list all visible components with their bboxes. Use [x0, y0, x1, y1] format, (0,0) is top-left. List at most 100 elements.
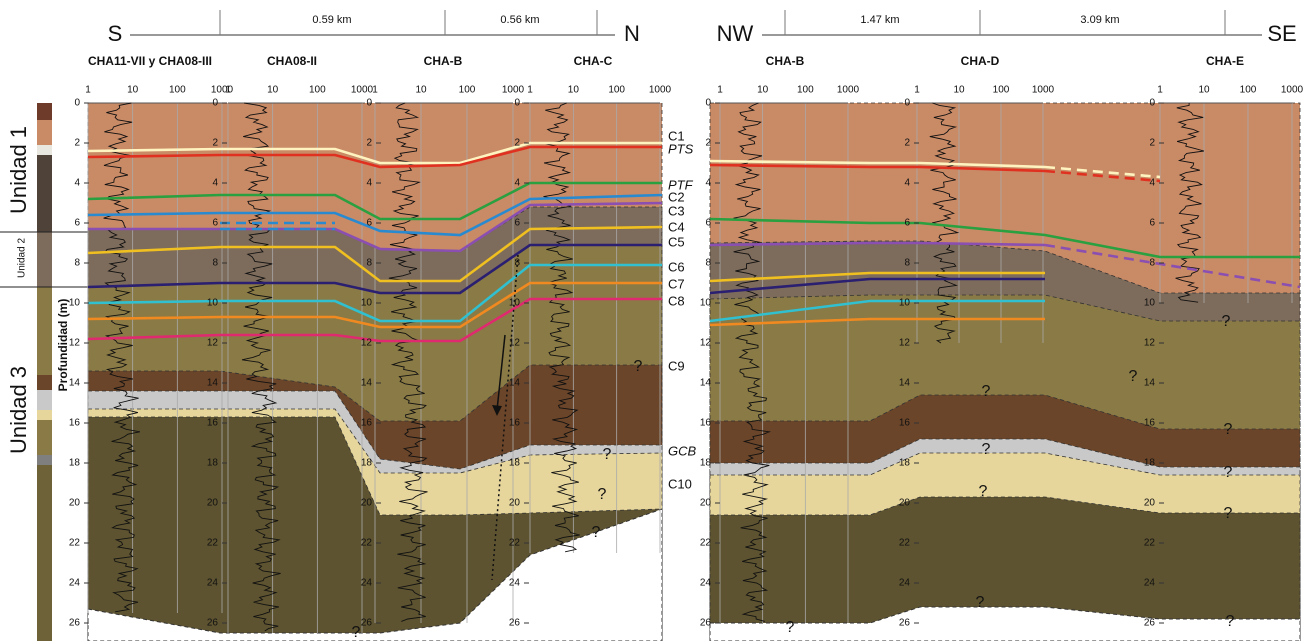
depth-tick-label: 12 [207, 338, 219, 349]
depth-tick-label: 10 [207, 298, 219, 309]
cross-section: 1101001000110100100011010010001101001000… [0, 0, 1305, 641]
depth-tick-label: 22 [1144, 538, 1156, 549]
depth-tick-label: 20 [361, 498, 373, 509]
uncertainty-mark: ? [592, 524, 601, 541]
depth-tick-label: 2 [74, 138, 80, 149]
depth-tick-label: 20 [69, 498, 81, 509]
depth-tick-label: 8 [212, 258, 218, 269]
uncertainty-mark: ? [598, 486, 607, 503]
depth-tick-label: 24 [700, 578, 712, 589]
depth-tick-label: 12 [69, 338, 81, 349]
depth-tick-label: 16 [509, 418, 521, 429]
depth-tick-label: 6 [904, 218, 910, 229]
horizon-label: C3 [668, 203, 685, 218]
depth-tick-label: 0 [705, 98, 711, 109]
horizon-label: C6 [668, 259, 685, 274]
log-tick-label: 10 [1198, 85, 1210, 96]
depth-tick-label: 6 [366, 218, 372, 229]
depth-tick-label: 0 [366, 98, 372, 109]
depth-tick-label: 20 [700, 498, 712, 509]
depth-tick-label: 26 [1144, 618, 1156, 629]
depth-tick-label: 26 [899, 618, 911, 629]
depth-tick-label: 0 [514, 98, 520, 109]
depth-tick-label: 14 [899, 378, 911, 389]
distance-label: 3.09 km [1080, 14, 1119, 26]
log-tick-label: 1 [225, 85, 231, 96]
depth-tick-label: 4 [514, 178, 520, 189]
uncertainty-mark: ? [979, 483, 988, 500]
depth-tick-label: 14 [207, 378, 219, 389]
depth-tick-label: 8 [1149, 258, 1155, 269]
uncertainty-mark: ? [1224, 421, 1233, 438]
unit-label: Unidad 3 [6, 366, 31, 454]
uncertainty-mark: ? [1224, 505, 1233, 522]
strat-bed [37, 420, 52, 455]
strat-bed [37, 455, 52, 465]
depth-tick-label: 10 [361, 298, 373, 309]
depth-tick-label: 8 [366, 258, 372, 269]
section-panel: 1101001000110100100011010010000246810121… [700, 85, 1304, 641]
depth-axis-label: Profundidad (m) [56, 299, 70, 392]
well-name: CHA-C [574, 54, 613, 68]
unit-label: Unidad 1 [6, 126, 31, 214]
horizon-label: PTS [668, 141, 694, 156]
depth-tick-label: 26 [361, 618, 373, 629]
log-tick-label: 1000 [502, 85, 525, 96]
log-tick-label: 1000 [1281, 85, 1304, 96]
direction-end: SE [1267, 21, 1296, 46]
strat-bed [37, 155, 52, 232]
strat-bed [37, 390, 52, 410]
log-tick-label: 1 [1157, 85, 1163, 96]
uncertainty-mark: ? [352, 624, 361, 641]
depth-tick-label: 14 [361, 378, 373, 389]
log-tick-label: 10 [415, 85, 427, 96]
depth-tick-label: 6 [1149, 218, 1155, 229]
depth-tick-label: 20 [1144, 498, 1156, 509]
log-tick-label: 1 [85, 85, 91, 96]
log-tick-label: 10 [568, 85, 580, 96]
depth-tick-label: 20 [207, 498, 219, 509]
depth-tick-label: 22 [509, 538, 521, 549]
uncertainty-mark: ? [1222, 313, 1231, 330]
depth-tick-label: 0 [74, 98, 80, 109]
depth-tick-label: 12 [1144, 338, 1156, 349]
horizon-label: C7 [668, 276, 685, 291]
depth-tick-label: 20 [899, 498, 911, 509]
depth-tick-label: 8 [904, 258, 910, 269]
uncertainty-mark: ? [982, 441, 991, 458]
depth-tick-label: 2 [904, 138, 910, 149]
uncertainty-mark: ? [603, 446, 612, 463]
uncertainty-mark: ? [634, 358, 643, 375]
depth-tick-label: 12 [361, 338, 373, 349]
depth-tick-label: 22 [361, 538, 373, 549]
well-name: CHA-B [424, 54, 463, 68]
depth-tick-label: 18 [207, 458, 219, 469]
horizon-label: C8 [668, 293, 685, 308]
depth-tick-label: 26 [207, 618, 219, 629]
uncertainty-mark: ? [1129, 368, 1138, 385]
depth-tick-label: 4 [74, 178, 80, 189]
log-tick-label: 100 [608, 85, 625, 96]
distance-label: 0.59 km [312, 14, 351, 26]
log-tick-label: 10 [757, 85, 769, 96]
depth-tick-label: 18 [69, 458, 81, 469]
depth-tick-label: 16 [700, 418, 712, 429]
depth-tick-label: 10 [899, 298, 911, 309]
log-tick-label: 1000 [351, 85, 374, 96]
depth-tick-label: 2 [705, 138, 711, 149]
log-tick-label: 1 [717, 85, 723, 96]
uncertainty-mark: ? [786, 619, 795, 636]
depth-tick-label: 16 [899, 418, 911, 429]
depth-tick-label: 18 [899, 458, 911, 469]
horizon-label: C5 [668, 234, 685, 249]
well-name: CHA11-VII y CHA08-III [88, 54, 212, 68]
unit-label: Unidad 2 [17, 238, 28, 278]
well-name: CHA-E [1206, 54, 1244, 68]
depth-tick-label: 4 [705, 178, 711, 189]
depth-tick-label: 10 [509, 298, 521, 309]
log-tick-label: 100 [993, 85, 1010, 96]
depth-tick-label: 26 [69, 618, 81, 629]
well-name: CHA-B [766, 54, 805, 68]
depth-tick-label: 8 [74, 258, 80, 269]
strat-bed [37, 120, 52, 145]
